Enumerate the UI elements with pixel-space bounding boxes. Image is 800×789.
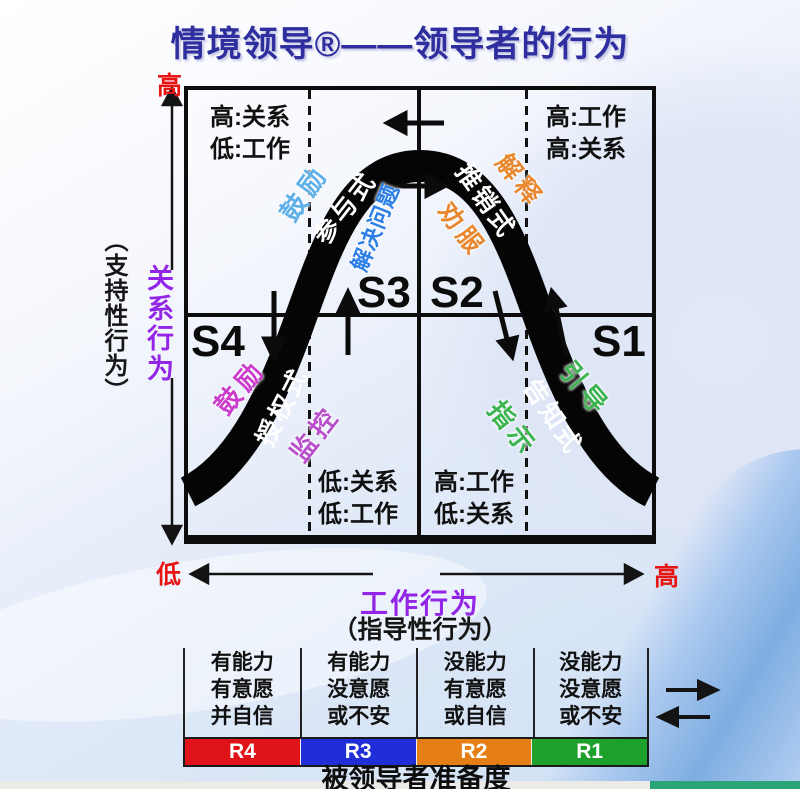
quadrant-label-top-right: 高:工作 高:关系: [546, 102, 626, 165]
quadrant-label-line: 高:工作: [434, 469, 514, 496]
readiness-line: 有能力: [327, 651, 391, 674]
quadrant-label-bottom-left: 低:关系 低:工作: [318, 467, 398, 530]
y-axis-high-label: 高: [157, 72, 183, 100]
readiness-caption: 被领导者准备度: [321, 764, 511, 789]
flow-arrow-up-left-icon: [335, 287, 361, 355]
readiness-badge-r1: R1: [531, 738, 647, 765]
flow-arrow-down-right-icon: [492, 290, 520, 362]
flow-arrow-down-left-icon: [261, 291, 287, 364]
readiness-line: 没能力: [559, 651, 623, 674]
readiness-line: 并自信: [210, 704, 274, 728]
quadrant-label-top-left: 高:关系 低:工作: [210, 102, 290, 165]
readiness-line: 没能力: [443, 651, 507, 674]
readiness-badge-r3: R3: [299, 738, 416, 765]
bell-curve: [180, 149, 660, 507]
readiness-line: 没意愿: [559, 677, 623, 701]
y-axis-arrow: [160, 85, 184, 546]
quadrant-label-bottom-right: 高:工作 低:关系: [434, 467, 514, 530]
quadrant-label-line: 低:工作: [318, 500, 398, 528]
readiness-line: 有意愿: [210, 677, 274, 701]
quadrant-label-line: 高:工作: [546, 104, 626, 131]
curve-top-right-arrow-icon: [392, 172, 450, 200]
readiness-line: 或不安: [559, 704, 623, 728]
curve-top-left-arrow-icon: [382, 109, 444, 137]
x-axis-high-label: 高: [654, 563, 680, 591]
readiness-line: 或自信: [443, 704, 507, 728]
x-axis-arrow: [188, 562, 645, 586]
page-title: 情境领导®——领导者的行为: [170, 25, 630, 64]
x-axis-title: 工作行为: [359, 588, 480, 619]
style-code-s2: S2: [430, 268, 484, 317]
readiness-cell-r2: 没能力 有意愿 或自信: [416, 648, 533, 737]
quadrant-label-line: 低:关系: [434, 500, 514, 528]
quadrant-label-line: 低:工作: [210, 135, 290, 163]
readiness-badge-r2: R2: [415, 738, 532, 765]
readiness-cell-r3: 有能力 没意愿 或不安: [299, 648, 417, 737]
center-horizontal-line: [186, 313, 654, 317]
readiness-line: 有能力: [210, 651, 274, 674]
back-arrow-icon: [655, 705, 710, 729]
flow-arrow-up-right-icon: [543, 286, 569, 357]
readiness-cell-r4: 有能力 有意愿 并自信: [183, 648, 300, 737]
readiness-line: 或不安: [327, 704, 391, 728]
axis-low-label: 低: [156, 561, 182, 589]
readiness-line: 没意愿: [327, 677, 391, 701]
readiness-cell-r1: 没能力 没意愿 或不安: [532, 648, 649, 737]
readiness-text-row: 有能力 有意愿 并自信 有能力 没意愿 或不安 没能力 有意愿 或自信 没能力 …: [183, 648, 649, 737]
quadrant-label-line: 高:关系: [546, 135, 626, 163]
readiness-line: 有意愿: [443, 677, 507, 701]
quadrant-label-line: 低:关系: [318, 469, 398, 496]
bottom-strip-accent: [650, 781, 800, 789]
bottom-strip: [0, 781, 800, 789]
style-code-s3: S3: [357, 268, 411, 317]
style-code-s4: S4: [191, 317, 245, 366]
readiness-color-bar: R4 R3 R2 R1: [183, 736, 649, 767]
readiness-badge-r4: R4: [185, 738, 300, 765]
y-axis-subtitle: （支持性行为）: [100, 228, 127, 403]
quadrant-label-line: 高:关系: [210, 104, 290, 131]
style-code-s1: S1: [592, 317, 646, 366]
readiness-table: 有能力 有意愿 并自信 有能力 没意愿 或不安 没能力 有意愿 或自信 没能力 …: [183, 648, 649, 767]
forward-arrow-icon: [666, 678, 721, 702]
y-axis-title: 关系行为: [143, 264, 173, 384]
x-axis-subtitle: （指导性行为）: [332, 616, 508, 644]
